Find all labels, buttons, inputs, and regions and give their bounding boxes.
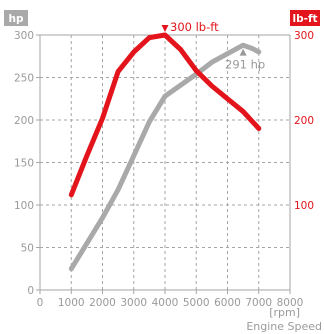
torque-series-line [68,32,262,198]
torque-peak-label: 300 lb-ft [170,20,219,34]
hp-badge-background [4,10,28,26]
torque-peak-marker [161,25,169,32]
y-left-tick-label: 300 [14,30,34,42]
y-right-tick-label: 300 [294,30,314,42]
hp-series-line [68,42,262,272]
y-left-tick-label: 250 [14,73,34,85]
x-tick-label: 6000 [214,297,241,309]
axes [36,34,291,294]
hp-axis-badge: hp [4,10,28,26]
hp-peak-label: 291 hp [225,58,265,72]
torque-badge-label: lb-ft [292,13,317,25]
x-tick-label: 0 [37,297,44,309]
x-axis-title: Engine Speed [246,320,322,333]
torque-badge-background [290,10,320,26]
hp-badge-label: hp [9,13,24,25]
hp-peak-marker [239,48,247,56]
x-tick-label: 4000 [152,297,179,309]
x-tick-label: 7000 [245,297,272,309]
annotations: 291 hp 300 lb-ft [161,20,265,72]
y-left-tick-label: 200 [14,115,34,127]
torque-axis-badge: lb-ft [290,10,320,26]
x-tick-label: 8000 [277,297,304,309]
y-right-tick-label: 100 [294,200,314,212]
tick-labels: 0 1000 2000 3000 4000 5000 6000 7000 8000 0 50 100 1… [14,30,314,309]
y-right-tick-label: 200 [294,115,314,127]
y-left-tick-label: 50 [21,243,34,255]
x-tick-label: 3000 [120,297,147,309]
x-tick-label: 1000 [58,297,85,309]
y-left-tick-label: 150 [14,158,34,170]
series [68,32,262,272]
x-axis-unit: [rpm] [269,306,300,319]
x-tick-label: 2000 [89,297,116,309]
y-left-tick-label: 0 [27,285,34,297]
x-tick-label: 5000 [183,297,210,309]
y-left-tick-label: 100 [14,200,34,212]
grid [40,35,290,290]
